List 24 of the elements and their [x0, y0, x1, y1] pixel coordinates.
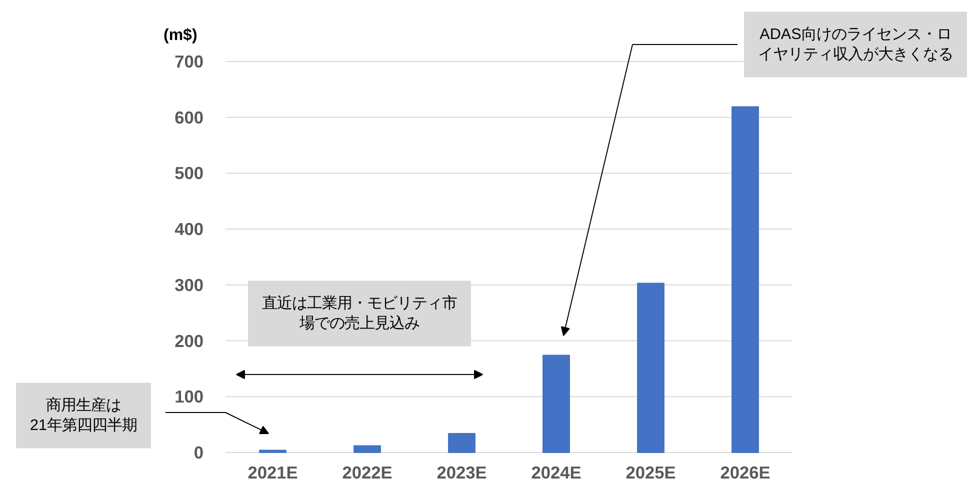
y-tick-label: 400 — [174, 219, 204, 240]
annotation: 直近は工業用・モビリティ市場での売上見込み — [262, 294, 457, 332]
text: 商用生産は21年第四四半期 — [30, 396, 138, 434]
y-axis-title: (m$) — [164, 27, 198, 44]
y-tick-label: 500 — [174, 163, 204, 184]
x-tick-label: 2021E — [248, 462, 298, 482]
bar — [354, 445, 381, 453]
y-tick-label: 100 — [174, 386, 204, 407]
y-tick-label: 0 — [194, 442, 204, 462]
x-tick-label: 2024E — [531, 462, 582, 482]
x-tick-label: 2023E — [436, 462, 487, 482]
bar — [259, 450, 286, 453]
x-tick-label: 2026E — [720, 462, 770, 482]
x-tick-label: 2022E — [342, 462, 392, 482]
bar — [637, 282, 664, 453]
bar — [448, 433, 476, 453]
annotation: ADAS向けのライセンス・ロイヤリティ収入が大きくなる — [758, 26, 953, 64]
bar — [732, 106, 759, 453]
y-tick-label: 300 — [174, 274, 204, 295]
y-tick-label: 700 — [174, 52, 204, 72]
y-tick-label: 200 — [174, 330, 204, 351]
y-tick-label: 600 — [174, 107, 204, 128]
x-tick-label: 2025E — [626, 462, 676, 482]
bar — [542, 354, 570, 453]
